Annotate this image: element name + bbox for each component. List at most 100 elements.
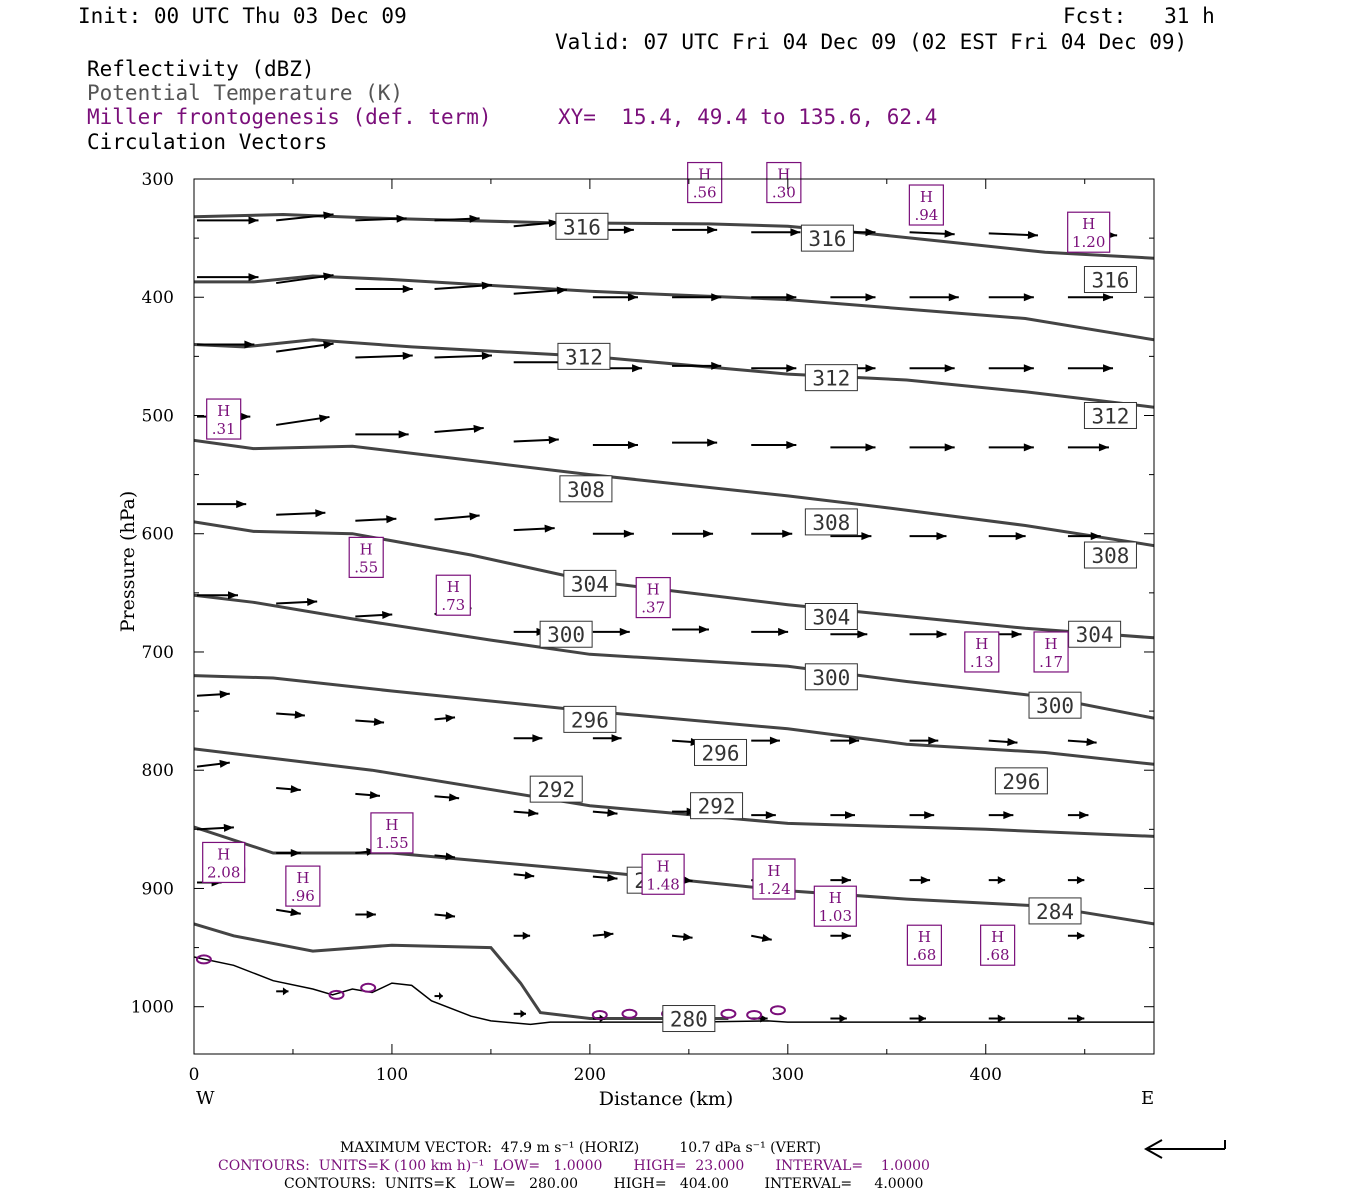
theta-contour-304: [194, 438, 1154, 548]
theta-contour-292: [194, 674, 1154, 766]
max-box: [285, 865, 321, 907]
circulation-vector: [276, 414, 330, 426]
circulation-vector: [672, 361, 722, 370]
circulation-vector: [672, 225, 718, 234]
max-mark: H: [829, 889, 842, 907]
circulation-vector: [909, 876, 931, 885]
theta-contour-316: [194, 212, 1154, 260]
circulation-vector: [909, 811, 935, 820]
circulation-vector: [909, 229, 955, 238]
frontogenesis-max: H.13: [964, 631, 1000, 673]
vector-head: [632, 364, 643, 373]
field-label-reflectivity: Reflectivity (dBZ): [87, 57, 315, 81]
circulation-vector: [988, 293, 1034, 302]
frontogenesis-max: H.30: [766, 161, 802, 204]
max-mark: H: [360, 540, 373, 558]
max-mark: H: [296, 869, 309, 887]
circulation-vector: [513, 734, 543, 743]
circulation-vector: [592, 808, 618, 817]
vector-head: [928, 736, 939, 745]
circulation-vector: [1067, 876, 1085, 885]
circulation-vector: [276, 509, 326, 518]
vector-head: [786, 441, 797, 450]
vector-head: [944, 443, 955, 452]
vector-head: [607, 808, 618, 817]
vector-head: [520, 1009, 527, 1018]
vector-head: [924, 811, 935, 820]
vector-head: [769, 736, 780, 745]
vector-head: [445, 911, 456, 920]
frontogenesis-contour: [360, 982, 377, 993]
max-value: .37: [641, 599, 665, 617]
axes: 300 400 500 600 700 800 900 1000 0 100 200 300 400: [131, 170, 1154, 1085]
vector-head: [402, 351, 413, 360]
max-mark: H: [217, 845, 230, 863]
circulation-vector: [276, 597, 318, 606]
vector-head: [711, 293, 722, 302]
circulation-vector: [513, 1009, 527, 1018]
field-label-frontogenesis: Miller frontogenesis (def. term): [87, 105, 492, 129]
vector-head: [711, 361, 722, 370]
y-tick-label: 400: [142, 288, 174, 308]
circulation-vector: [513, 931, 531, 940]
vector-head: [240, 412, 251, 421]
contour-label-box: [1083, 266, 1137, 294]
frontogenesis-max: H.68: [906, 924, 942, 966]
vector-head: [315, 509, 326, 518]
vector-head: [219, 759, 230, 768]
max-mark: H: [767, 862, 780, 880]
max-mark: H: [385, 816, 398, 834]
max-value: 1.03: [819, 907, 852, 925]
vector-head: [373, 717, 385, 726]
contour-label-text: 300: [547, 623, 585, 647]
vector-head: [1076, 876, 1085, 885]
vector-head: [528, 808, 539, 817]
vector-head: [369, 791, 380, 800]
vector-head: [386, 515, 397, 524]
max-mark: H: [975, 635, 988, 653]
contour-label-text: 308: [567, 478, 605, 502]
max-mark: H: [918, 928, 931, 946]
circulation-vector: [1067, 532, 1101, 541]
circulation-vector: [434, 992, 443, 1001]
circulation-vector: [513, 435, 559, 444]
max-value: .68: [912, 946, 936, 964]
circulation-vector: [513, 871, 535, 880]
max-mark: H: [991, 928, 1004, 946]
valid-time: Valid: 07 UTC Fri 04 Dec 09 (02 EST Fri …: [555, 30, 1188, 54]
vector-head: [944, 364, 955, 373]
theta-contour-296: [194, 593, 1154, 720]
vector-head: [396, 214, 407, 223]
frontogenesis-contour: [769, 1005, 786, 1016]
circulation-vector: [830, 931, 851, 940]
contour-label-box: [804, 603, 858, 630]
frontogenesis-contour: [591, 1009, 608, 1020]
frontogenesis-contour: [195, 954, 212, 965]
circulation-vector: [276, 908, 301, 917]
contour-label: 304: [1068, 620, 1122, 648]
circulation-vector: [909, 1014, 926, 1023]
x-tick-label: 400: [970, 1065, 1002, 1085]
contour-label-text: 312: [1091, 404, 1129, 428]
circulation-vector: [355, 717, 385, 726]
max-value: 1.55: [375, 834, 408, 852]
circulation-vector: [830, 811, 856, 820]
plot-frame: [193, 178, 1155, 1055]
contours-theta-note: CONTOURS: UNITS=K LOW= 280.00 HIGH= 404.…: [284, 1176, 924, 1192]
circulation-vector: [355, 430, 409, 439]
frontogenesis-max: H1.48: [641, 853, 685, 895]
vector-head: [219, 690, 230, 699]
contour-label-box: [662, 1005, 716, 1033]
vector-head: [786, 293, 797, 302]
vector-head: [839, 1014, 847, 1023]
contour-label-text: 300: [1036, 694, 1074, 718]
vector-head: [778, 627, 789, 636]
max-box: [635, 576, 671, 619]
vector-head: [323, 272, 334, 281]
frontogenesis-max: H.73: [435, 574, 471, 616]
vector-head: [790, 228, 801, 237]
max-mark: H: [1082, 215, 1095, 233]
vector-head: [1076, 1014, 1085, 1023]
vector-head: [865, 364, 876, 373]
